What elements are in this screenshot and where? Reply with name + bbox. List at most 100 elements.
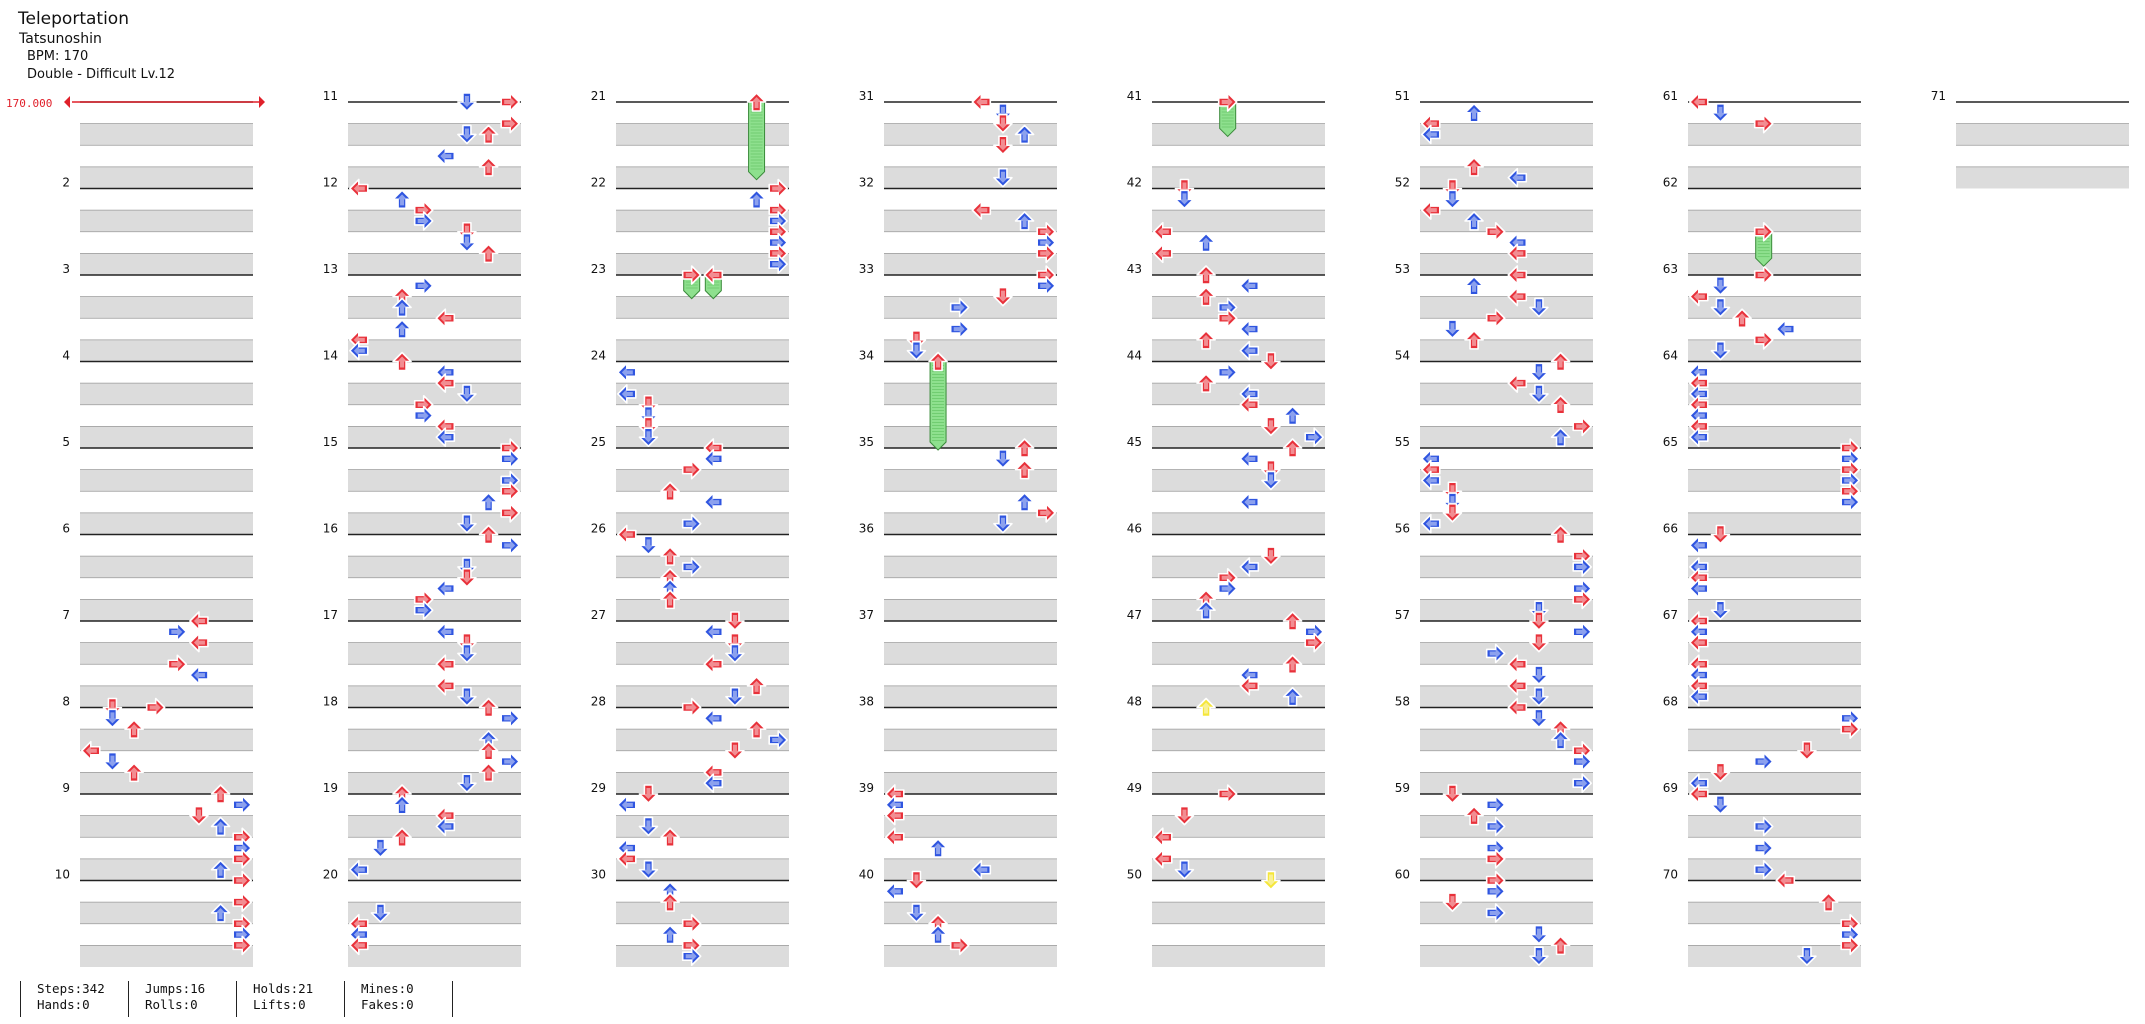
beat-band — [884, 469, 1057, 492]
arrow-down-icon — [457, 124, 477, 145]
measure-number: 27 — [591, 608, 606, 622]
beat-band — [1688, 945, 1861, 967]
arrow-left-icon — [1153, 827, 1173, 848]
arrow-up-icon — [1464, 330, 1484, 350]
beat-band — [348, 383, 521, 405]
arrow-down-icon — [1529, 297, 1549, 318]
measure-number: 39 — [859, 781, 874, 795]
beat-band — [1152, 729, 1325, 751]
measure-number: 16 — [323, 522, 338, 536]
arrow-down-icon — [1710, 297, 1731, 318]
arrow-down-icon — [993, 167, 1013, 188]
arrow-up-icon — [928, 924, 948, 945]
beat-band — [348, 339, 521, 362]
arrow-down-icon — [993, 135, 1013, 156]
bpm-marker-cap — [64, 96, 70, 108]
beat-band — [1688, 815, 1861, 838]
arrow-left-icon — [1239, 449, 1260, 469]
song-info: Teleportation Tatsunoshin BPM: 170 Doubl… — [18, 8, 175, 84]
arrow-up-icon — [478, 697, 499, 718]
arrow-up-icon — [392, 189, 412, 210]
beat-band — [884, 556, 1057, 578]
arrow-left-icon — [435, 578, 456, 599]
beat-band — [1688, 210, 1861, 232]
beat-band — [1420, 426, 1593, 448]
bpm-marker-cap — [259, 96, 265, 108]
arrow-right-icon — [500, 92, 520, 112]
arrow-left-icon — [1507, 243, 1528, 264]
measure-number: 54 — [1395, 349, 1410, 363]
arrow-up-icon — [210, 859, 231, 880]
arrow-left-icon — [1239, 492, 1260, 512]
arrow-right-icon — [1753, 330, 1774, 350]
beat-band — [80, 426, 253, 448]
beat-band — [1420, 556, 1593, 578]
arrow-up-icon — [1464, 103, 1484, 123]
beat-band — [884, 642, 1057, 665]
beat-band — [884, 599, 1057, 621]
measure-number: 7 — [62, 608, 70, 622]
arrow-down-icon — [457, 92, 477, 112]
arrow-right-icon — [1036, 503, 1056, 523]
arrow-down-icon — [1529, 686, 1549, 707]
arrow-right-icon — [167, 654, 188, 675]
arrow-left-icon — [885, 881, 905, 902]
beat-band — [884, 296, 1057, 319]
measure-number: 25 — [591, 435, 606, 449]
arrow-left-icon — [435, 816, 456, 837]
arrow-left-icon — [349, 340, 369, 361]
song-bpm: BPM: 170 — [27, 49, 89, 64]
arrow-up-icon — [392, 351, 412, 372]
beat-band — [616, 512, 789, 535]
arrow-up-icon — [1014, 438, 1035, 458]
measure-number: 18 — [323, 695, 338, 709]
measure-number: 8 — [62, 695, 70, 709]
measure-number: 42 — [1127, 176, 1142, 190]
arrow-down-icon — [1529, 362, 1549, 383]
arrow-down-icon — [1174, 859, 1195, 880]
arrow-right-icon — [167, 622, 188, 642]
arrow-left-icon — [617, 384, 637, 404]
stat-hands: Hands:0 — [37, 997, 90, 1012]
arrow-right-icon — [1753, 751, 1774, 772]
measure-number: 67 — [1663, 608, 1678, 622]
beat-band — [80, 945, 253, 967]
arrow-left-icon — [617, 524, 637, 545]
arrow-right-icon — [232, 870, 252, 891]
arrow-down-icon — [638, 784, 659, 804]
beat-band — [884, 772, 1057, 794]
arrow-right-icon — [681, 946, 702, 966]
arrow-left-icon — [1239, 676, 1260, 696]
beat-band — [1420, 166, 1593, 189]
measure-number: 28 — [591, 695, 606, 709]
measure-number: 10 — [55, 868, 70, 882]
arrow-up-icon — [210, 816, 231, 837]
arrow-down-icon — [102, 708, 123, 729]
measure-number: 34 — [859, 349, 874, 363]
arrow-left-icon — [1507, 373, 1528, 393]
arrow-left-icon — [1689, 535, 1709, 556]
arrow-left-icon — [971, 859, 992, 880]
arrow-right-icon — [500, 113, 520, 134]
arrow-right-icon — [500, 535, 520, 556]
beat-band — [1420, 685, 1593, 708]
stat-lifts: Lifts:0 — [253, 997, 306, 1012]
arrow-up-icon — [1550, 524, 1571, 545]
arrow-left-icon — [1689, 92, 1709, 112]
arrow-left-icon — [1239, 394, 1260, 415]
arrow-right-icon — [500, 751, 520, 772]
arrow-down-icon — [1261, 416, 1281, 437]
arrow-down-icon — [1710, 762, 1731, 783]
arrow-down-icon — [906, 903, 927, 923]
measure-number: 45 — [1127, 435, 1142, 449]
arrow-up-icon — [478, 124, 499, 145]
arrow-up-icon — [660, 924, 680, 945]
measure-number: 63 — [1663, 262, 1678, 276]
arrow-left-icon — [971, 92, 992, 112]
arrow-up-icon — [1282, 611, 1303, 631]
arrow-down-icon — [1442, 319, 1463, 339]
arrow-up-icon — [1550, 935, 1571, 956]
arrow-up-icon — [1550, 427, 1571, 447]
measure-number: 64 — [1663, 349, 1678, 363]
beat-band — [1688, 383, 1861, 405]
